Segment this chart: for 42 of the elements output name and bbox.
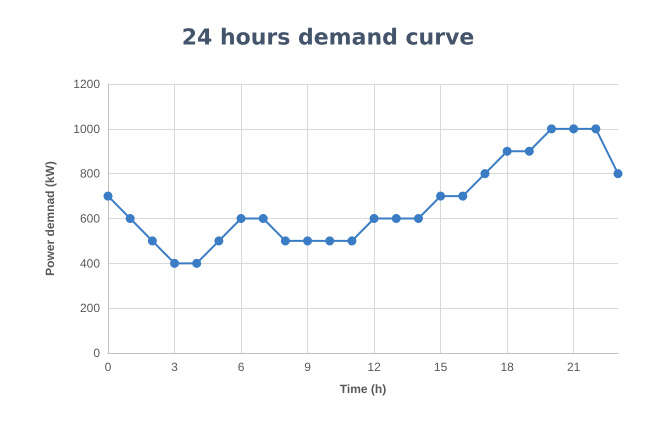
point [614,169,622,178]
point [480,169,490,178]
point [392,214,401,223]
point [192,258,202,268]
x-tick-label: 3 [171,360,178,374]
point [502,146,512,156]
x-tick-label: 12 [367,360,382,374]
point [148,236,157,246]
x-axis-title: Time (h) [340,382,386,396]
point [170,258,180,268]
y-tick-label: 800 [80,166,100,181]
y-tick-label: 0 [93,346,100,360]
point [458,192,468,201]
y-tick-label: 1200 [73,77,100,91]
point [370,214,379,223]
point [436,192,446,201]
point [524,146,534,156]
x-tick-label: 0 [104,360,112,374]
point [591,124,600,134]
y-axis-title: Power demnad (kW) [43,161,57,276]
point [280,236,290,246]
y-tick-label: 400 [80,256,100,270]
chart-title: 24 hours demand curve [182,26,474,50]
y-tick-label: 1000 [73,122,100,136]
point [414,214,423,223]
x-tick-label: 9 [304,360,312,374]
point [569,124,578,134]
x-tick-label: 18 [500,360,514,374]
point [236,214,246,223]
x-tick-label: 15 [434,360,448,374]
x-tick-label: 21 [566,360,581,374]
point [126,214,135,223]
x-tick-label: 6 [238,360,245,374]
point [104,192,112,201]
point [546,124,556,134]
point [347,236,356,246]
point [214,236,224,246]
point [303,236,312,246]
y-tick-label: 600 [80,212,100,226]
point [325,236,334,246]
point [258,214,268,223]
y-tick-label: 200 [80,301,100,316]
